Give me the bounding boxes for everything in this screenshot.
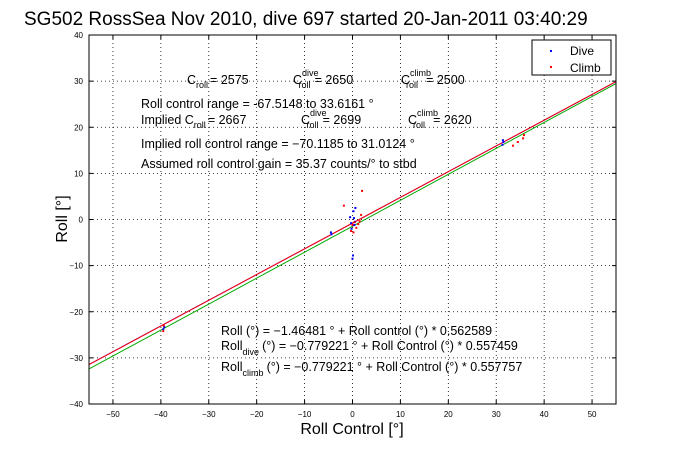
climb-point xyxy=(357,223,360,226)
climb-point xyxy=(523,134,526,137)
climb-point xyxy=(358,220,361,223)
climb-point xyxy=(516,141,519,144)
x-tick-label: 50 xyxy=(588,410,597,419)
axis-ticks: −50 −40 −30 −20 −10 0 10 20 30 40 50 −40 −30 −20 −10 0 1… xyxy=(69,31,616,419)
fit-line xyxy=(88,81,617,366)
c-roll-climb-annotation: Cclimb roll = 2500 xyxy=(401,68,465,90)
y-tick-label: −40 xyxy=(69,400,83,409)
annotations: Croll = 2575 Cdive roll = 2650 Cclimb roll = … xyxy=(141,68,522,378)
y-tick-label: −30 xyxy=(69,354,83,363)
legend-box xyxy=(531,39,612,76)
implied-c-roll: Implied Croll = 2667 xyxy=(141,113,246,130)
dive-point xyxy=(501,143,504,146)
climb-point xyxy=(352,231,355,234)
legend-marker-climb xyxy=(550,66,552,68)
x-tick-label: 30 xyxy=(492,410,501,419)
dive-point xyxy=(352,210,355,213)
y-tick-label: 10 xyxy=(74,169,83,178)
climb-point xyxy=(361,189,364,192)
assumed-roll-control-gain: Assumed roll control gain = 35.37 counts… xyxy=(141,157,417,171)
climb-point xyxy=(162,330,165,333)
fit-lines xyxy=(88,81,617,370)
dive-point xyxy=(501,139,504,142)
climb-point xyxy=(511,144,514,147)
grid-lines xyxy=(89,35,616,404)
dive-point xyxy=(354,206,357,209)
roll-control-range: Roll control range = -67.5148 to 33.6161… xyxy=(141,97,374,111)
fit-all-equation: Roll (°) = −1.46481 ° + Roll control (°)… xyxy=(221,324,492,338)
climb-point xyxy=(353,221,356,224)
y-tick-label: 20 xyxy=(74,123,83,132)
chart-title: SG502 RossSea Nov 2010, dive 697 started… xyxy=(24,9,588,30)
c-roll-dive-annotation: Cdive roll = 2650 xyxy=(293,68,353,90)
y-tick-label: −20 xyxy=(69,308,83,317)
dive-point xyxy=(349,216,352,219)
fit-climb-equation: Rollclimb (°) = −0.779221 ° + Roll Contro… xyxy=(221,360,522,378)
x-axis-label: Roll Control [°] xyxy=(300,421,403,438)
implied-c-roll-dive: Cdive roll = 2699 xyxy=(301,108,361,130)
x-tick-label: −50 xyxy=(106,410,120,419)
dive-point xyxy=(350,227,353,230)
x-tick-label: 20 xyxy=(444,410,453,419)
dive-point xyxy=(162,328,165,331)
x-tick-label: −30 xyxy=(202,410,216,419)
c-roll-annotation: Croll = 2575 xyxy=(187,73,249,90)
dive-point xyxy=(163,325,166,328)
dive-point xyxy=(352,217,355,220)
fit-line xyxy=(88,83,617,370)
climb-point xyxy=(355,226,358,229)
x-tick-label: −20 xyxy=(250,410,264,419)
x-tick-label: 0 xyxy=(350,410,355,419)
x-tick-label: −40 xyxy=(154,410,168,419)
y-axis-label: Roll [°] xyxy=(54,195,71,242)
x-tick-label: 40 xyxy=(540,410,549,419)
climb-point xyxy=(360,213,363,216)
fit-dive-equation: Rolldive (°) = −0.779221 ° + Roll Control… xyxy=(221,339,518,357)
dive-point xyxy=(351,257,354,260)
legend-label-climb: Climb xyxy=(570,61,601,75)
y-tick-label: 40 xyxy=(74,31,83,40)
dive-point xyxy=(502,141,505,144)
implied-roll-control-range: Implied roll control range = −70.1185 to… xyxy=(141,137,415,151)
y-tick-label: 30 xyxy=(74,77,83,86)
y-tick-label: −10 xyxy=(69,262,83,271)
dive-point xyxy=(350,222,353,225)
implied-c-roll-climb: Cclimb roll = 2620 xyxy=(408,108,472,130)
climb-point xyxy=(350,230,353,233)
x-tick-label: 10 xyxy=(396,410,405,419)
data-points xyxy=(162,134,526,333)
dive-point xyxy=(330,233,333,236)
dive-point xyxy=(353,224,356,227)
climb-point xyxy=(522,137,525,140)
legend: Dive Climb xyxy=(531,39,612,76)
y-tick-label: 0 xyxy=(79,216,84,225)
climb-point xyxy=(162,324,165,327)
dive-point xyxy=(351,254,354,257)
x-tick-label: −10 xyxy=(298,410,312,419)
climb-point xyxy=(351,224,354,227)
dive-point xyxy=(329,231,332,234)
climb-point xyxy=(342,204,345,207)
legend-marker-dive xyxy=(550,50,552,52)
legend-label-dive: Dive xyxy=(570,44,594,58)
